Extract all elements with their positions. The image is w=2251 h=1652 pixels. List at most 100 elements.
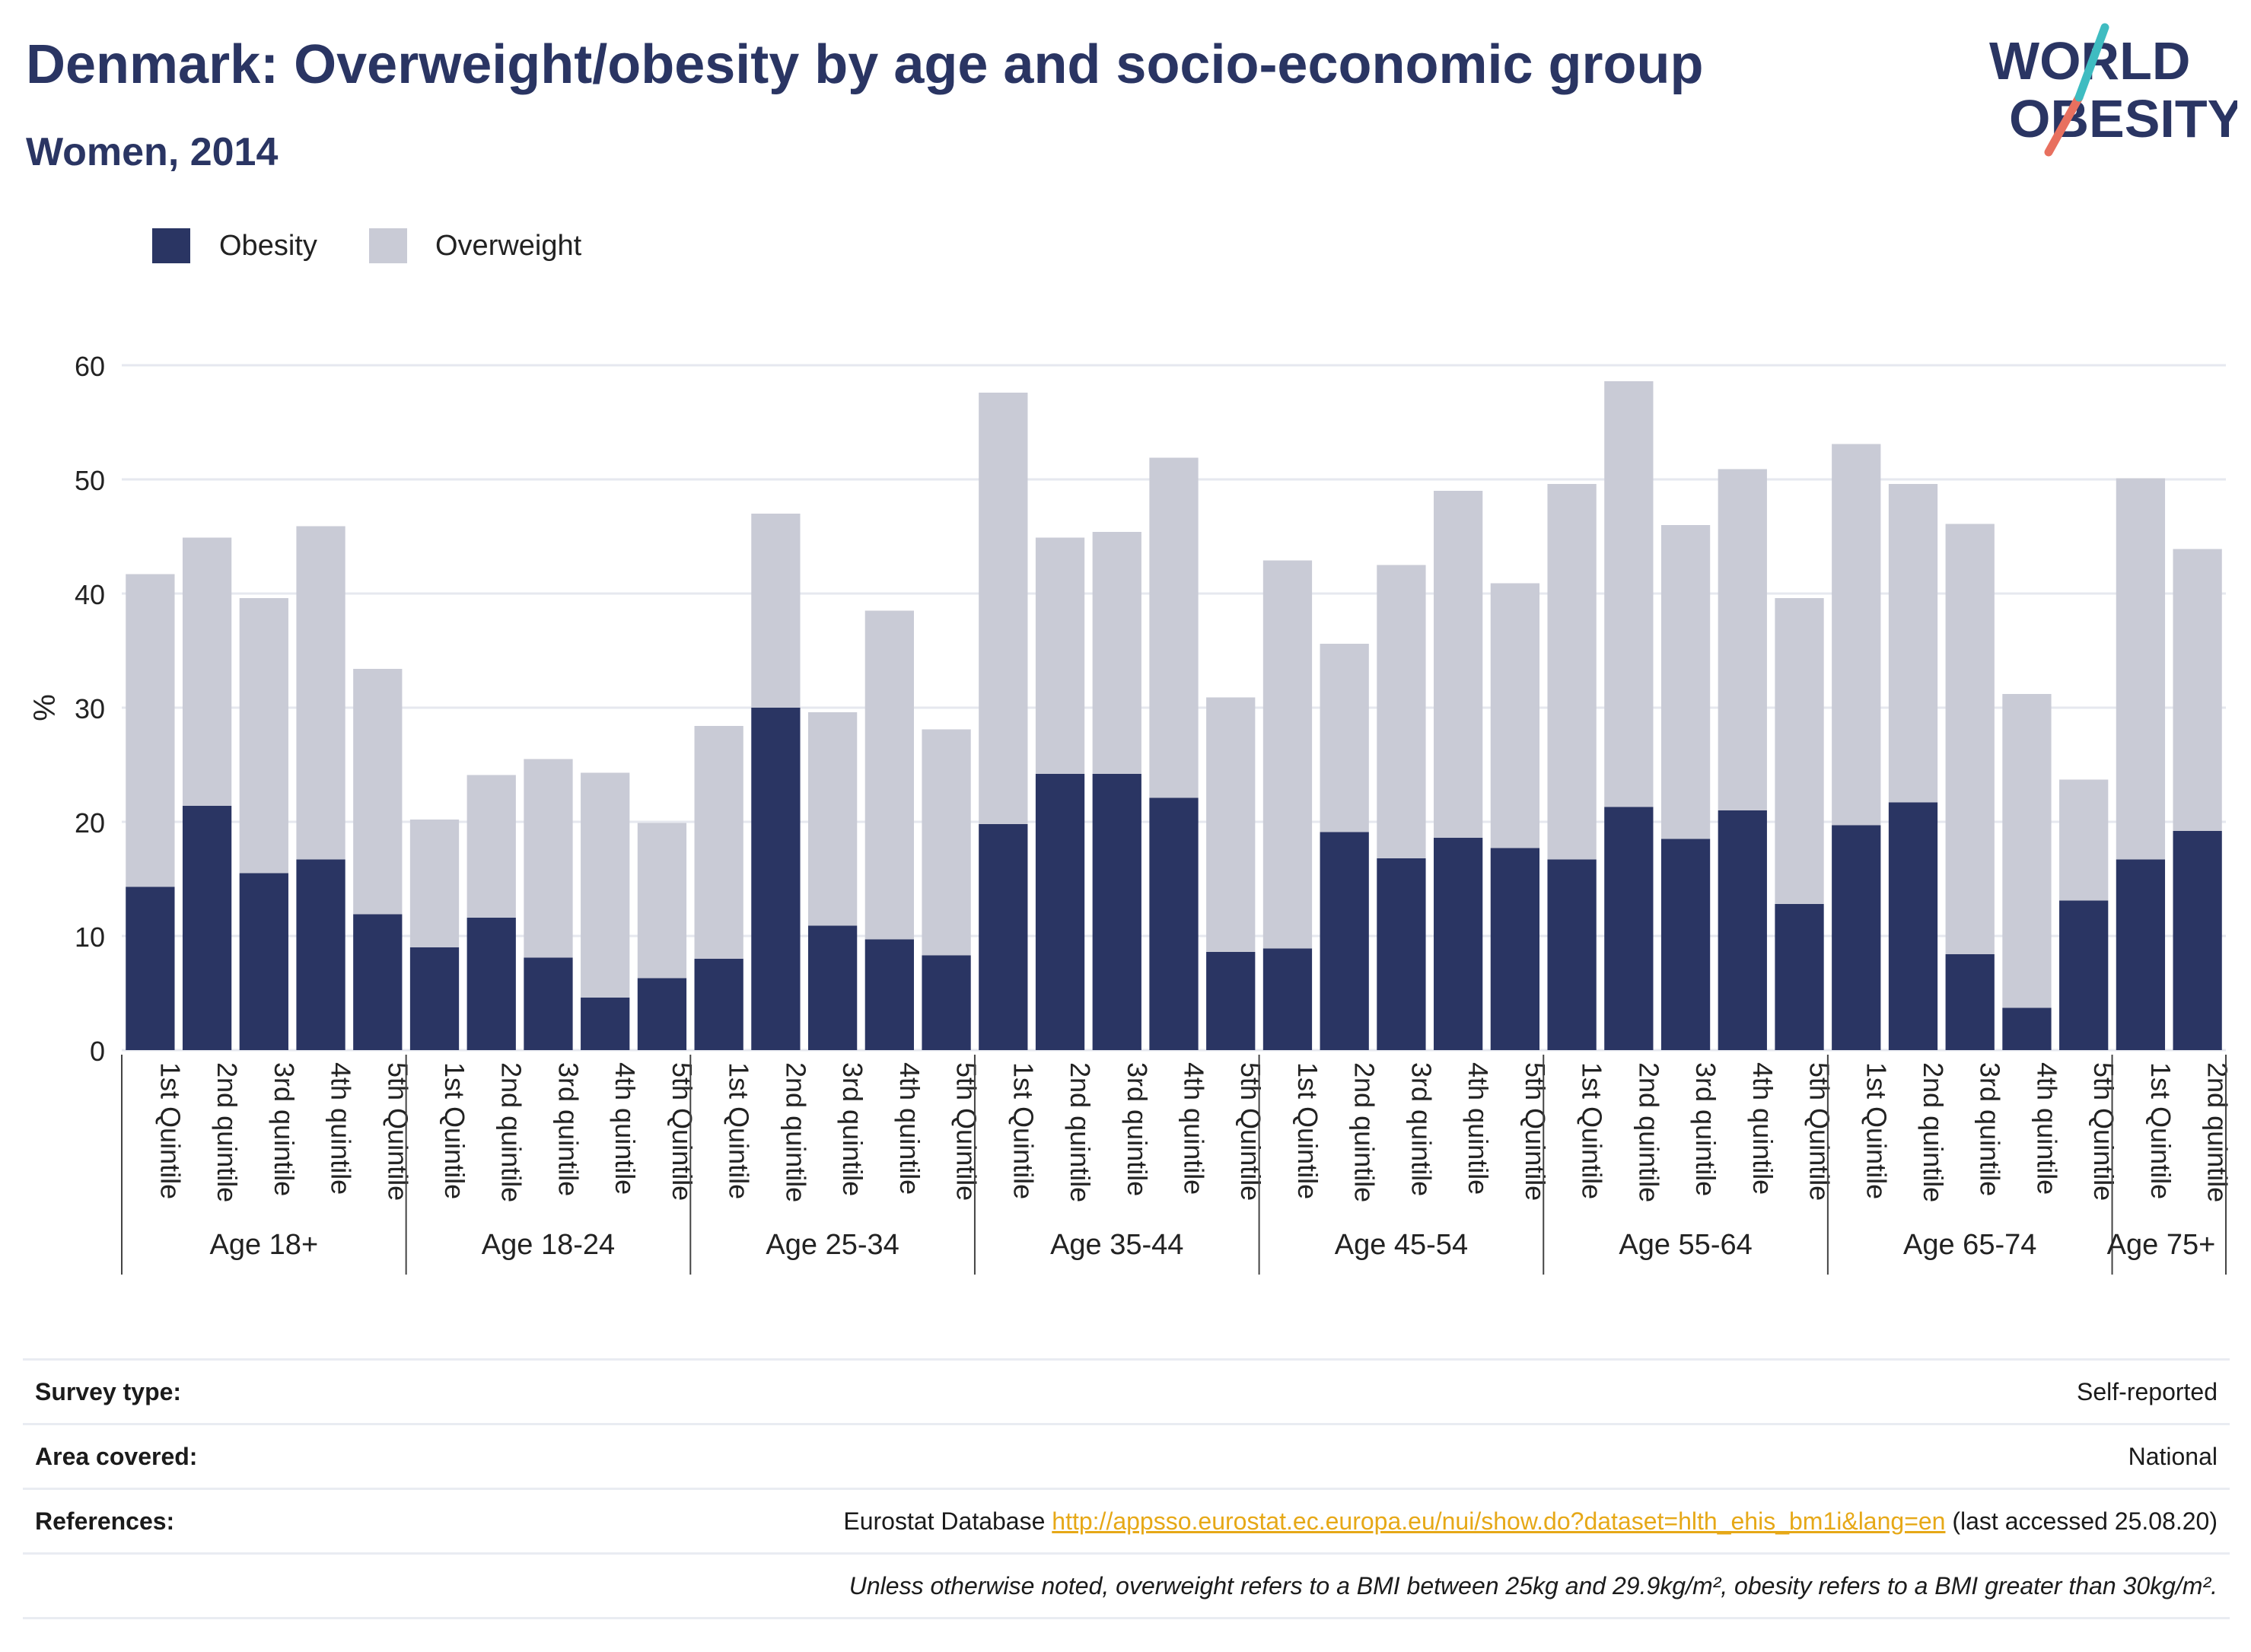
bar-obesity [1888, 802, 1938, 1050]
group-label: Age 65-74 [1903, 1229, 2036, 1261]
references-value: Eurostat Database http://appsso.eurostat… [843, 1490, 2218, 1552]
y-tick-label: 0 [90, 1036, 105, 1067]
bar-overweight [1832, 444, 1881, 826]
bar-obesity [807, 925, 858, 1050]
world-obesity-logo: WORLD OBESITY [1979, 18, 2243, 163]
bar-overweight [1262, 560, 1313, 949]
group-label: Age 45-54 [1335, 1229, 1468, 1261]
bar-overweight [296, 526, 345, 860]
x-tick-label: 3rd quintile [1975, 1062, 2006, 1196]
legend-label-overweight: Overweight [435, 230, 582, 262]
bar-obesity [1262, 948, 1313, 1050]
bar-overweight [409, 820, 460, 947]
x-tick-label: 2nd quintile [1349, 1062, 1380, 1202]
bar-obesity [409, 947, 460, 1050]
x-tick-label: 3rd quintile [837, 1062, 868, 1196]
x-tick-label: 5th Quintile [951, 1062, 982, 1201]
x-tick-label: 1st Quintile [1008, 1062, 1039, 1199]
x-tick-label: 3rd quintile [1406, 1062, 1437, 1196]
bar-overweight [1604, 381, 1654, 807]
legend-swatch-obesity [152, 228, 190, 263]
x-tick-label: 1st Quintile [724, 1062, 755, 1199]
x-tick-label: 2nd quintile [2202, 1062, 2233, 1202]
reference-link[interactable]: http://appsso.eurostat.ec.europa.eu/nui/… [1052, 1507, 1946, 1535]
survey-type-value: Self-reported [2077, 1378, 2218, 1405]
chart-canvas: 0 10 20 30 40 50 60% 1st Quintile 2nd quintile 3r… [28, 351, 2233, 1275]
info-row-note: Unless otherwise noted, overweight refer… [23, 1555, 2230, 1619]
bar-obesity [1206, 952, 1256, 1050]
logo-slash-red [2044, 93, 2084, 157]
x-tick-label: 5th Quintile [667, 1062, 698, 1201]
legend-label-obesity: Obesity [219, 230, 317, 262]
x-tick-label: 3rd quintile [1690, 1062, 1721, 1196]
bar-overweight [1035, 537, 1085, 774]
bar-overweight [2173, 549, 2222, 831]
bar-obesity [1547, 859, 1597, 1050]
bar-obesity [2173, 831, 2222, 1050]
bar-obesity [2059, 900, 2109, 1050]
bar-overweight [694, 726, 743, 959]
logo-word-obesity: OBESITY [2009, 89, 2237, 148]
bar-overweight [1888, 484, 1938, 803]
bar-obesity [524, 957, 573, 1050]
bar-obesity [296, 859, 345, 1050]
x-tick-label: 1st Quintile [439, 1062, 470, 1199]
bar-overweight [466, 775, 516, 918]
references-label: References: [35, 1507, 175, 1535]
bar-obesity [353, 914, 403, 1050]
bar-obesity [1092, 774, 1141, 1050]
info-row-references: References: Eurostat Database http://app… [23, 1490, 2230, 1555]
group-label: Age 75+ [2107, 1229, 2216, 1261]
bar-obesity [751, 708, 801, 1050]
logo-slash-teal [2074, 23, 2109, 102]
bar-overweight [864, 610, 914, 940]
bar-obesity [1035, 774, 1085, 1050]
y-tick-label: 40 [75, 579, 105, 610]
definition-note: Unless otherwise noted, overweight refer… [849, 1572, 2218, 1599]
chart-subtitle: Women, 2014 [26, 130, 279, 174]
x-tick-label: 2nd quintile [1918, 1062, 1949, 1202]
bar-overweight [182, 537, 232, 806]
bar-overweight [1718, 469, 1767, 810]
y-tick-label: 50 [75, 465, 105, 496]
x-tick-label: 3rd quintile [1122, 1062, 1153, 1196]
area-covered-label: Area covered: [35, 1443, 198, 1470]
bar-overweight [637, 823, 687, 979]
bar-obesity [1718, 810, 1767, 1050]
bar-obesity [1604, 807, 1654, 1050]
info-row-area: Area covered: National [23, 1425, 2230, 1490]
bar-obesity [466, 918, 516, 1050]
bar-obesity [581, 998, 630, 1050]
x-tick-label: 2nd quintile [1633, 1062, 1664, 1202]
x-tick-label: 4th quintile [326, 1062, 357, 1195]
x-tick-label: 2nd quintile [212, 1062, 243, 1202]
bar-overweight [239, 598, 288, 874]
bar-obesity [1660, 839, 1711, 1050]
bar-obesity [126, 886, 175, 1050]
bar-obesity [1832, 825, 1881, 1050]
bar-overweight [1490, 583, 1540, 848]
bar-overweight [1320, 644, 1369, 832]
bar-overweight [581, 772, 630, 998]
x-tick-label: 3rd quintile [552, 1062, 584, 1196]
bar-obesity [2116, 859, 2166, 1050]
x-tick-label: 3rd quintile [269, 1062, 300, 1196]
bar-overweight [1547, 484, 1597, 860]
bar-overweight [1775, 598, 1824, 904]
bar-overweight [979, 393, 1028, 824]
chart-title: Denmark: Overweight/obesity by age and s… [26, 34, 1704, 95]
x-tick-label: 1st Quintile [154, 1062, 186, 1199]
bar-obesity [1434, 838, 1483, 1050]
x-tick-label: 1st Quintile [2145, 1062, 2176, 1199]
x-tick-label: 2nd quintile [1065, 1062, 1096, 1202]
y-tick-label: 60 [75, 351, 105, 382]
bar-obesity [1945, 954, 1995, 1050]
bar-overweight [1660, 525, 1711, 839]
bar-overweight [2059, 779, 2109, 901]
bar-obesity [1490, 848, 1540, 1050]
area-covered-value: National [2128, 1443, 2218, 1470]
bar-obesity [864, 939, 914, 1050]
group-label: Age 25-34 [766, 1229, 899, 1261]
x-tick-label: 4th quintile [610, 1062, 641, 1195]
x-tick-label: 5th Quintile [1804, 1062, 1836, 1201]
